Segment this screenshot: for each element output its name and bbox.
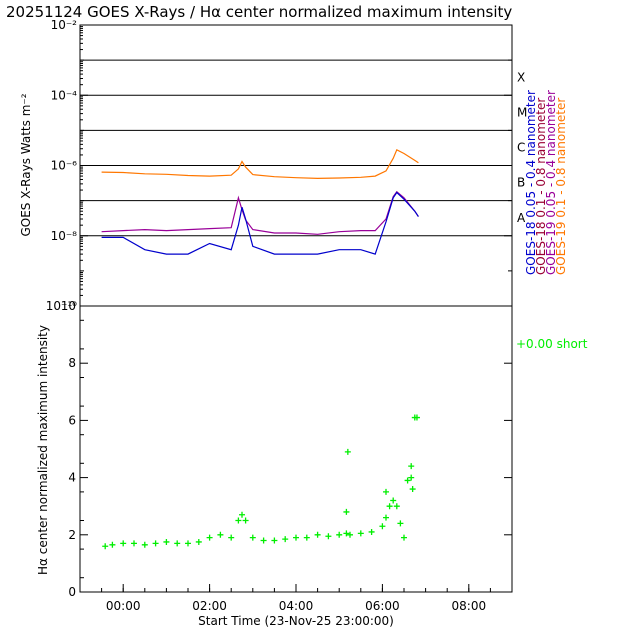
x-tick-label: 00:00	[106, 599, 141, 613]
data-point	[217, 531, 224, 538]
data-point	[293, 534, 299, 541]
flare-class-label: B	[517, 176, 525, 190]
data-point	[368, 528, 375, 535]
data-point	[344, 448, 351, 455]
xray-series-line-short_18	[101, 191, 419, 255]
xray-y-ticks: 10⁻¹⁰ 10⁻⁸ 10⁻⁶ 10⁻⁴ 10⁻²	[46, 18, 512, 313]
data-point	[397, 520, 404, 527]
flare-class-labels: A B C M X	[517, 70, 527, 225]
y-tick-label: 4	[68, 471, 76, 485]
data-point	[174, 540, 181, 547]
data-point	[242, 517, 249, 524]
legend-entry: GOES-18 0.1 - 0.8 nanometer	[534, 98, 548, 275]
halpha-y-ticks: 0 2 4 6 8 10	[61, 299, 512, 599]
data-point	[336, 531, 343, 538]
data-point	[120, 540, 127, 547]
data-point	[393, 503, 400, 510]
data-point	[383, 488, 389, 495]
data-point	[386, 503, 393, 510]
legend-entry: GOES-19 0.1 - 0.8 nanometer	[554, 98, 568, 275]
chart-title: 20251124 GOES X-Rays / Hα center normali…	[6, 3, 512, 21]
data-point	[303, 534, 310, 541]
time-x-ticks: 00:00 02:00 04:00 06:00 08:00	[79, 584, 513, 613]
y-tick-label: 6	[68, 413, 76, 427]
halpha-legend-label: +0.00 short	[516, 337, 588, 351]
data-point	[357, 530, 364, 537]
data-point	[409, 486, 416, 493]
legend-entry: GOES-18 0.05 - 0.4 nanometer	[524, 90, 538, 275]
data-point	[401, 534, 407, 541]
y-tick-label: 10	[61, 299, 76, 313]
data-point	[271, 537, 278, 544]
x-tick-label: 08:00	[452, 599, 487, 613]
x-tick-label: 02:00	[192, 599, 227, 613]
data-point	[109, 541, 116, 548]
data-point	[282, 536, 289, 543]
data-point	[228, 534, 235, 541]
data-point	[102, 543, 109, 550]
xray-y-axis-label: GOES X-Rays Watts m⁻²	[19, 93, 33, 236]
flare-class-label: A	[517, 211, 526, 225]
data-point	[314, 531, 321, 538]
data-point	[195, 538, 202, 545]
data-point	[413, 414, 420, 421]
halpha-plot-frame	[79, 305, 513, 593]
data-point	[404, 477, 411, 484]
data-point	[185, 540, 191, 547]
data-point	[343, 508, 350, 515]
legend-entry: GOES-19 0.05 - 0.4 nanometer	[544, 90, 558, 275]
halpha-points	[102, 414, 420, 550]
flare-class-label: M	[517, 105, 527, 119]
data-point	[141, 541, 148, 548]
y-tick-label: 10⁻⁴	[51, 88, 78, 102]
flare-class-label: X	[517, 70, 525, 84]
data-point	[379, 523, 386, 530]
y-tick-label: 8	[68, 356, 76, 370]
y-tick-label: 0	[68, 585, 76, 599]
xray-series-line-short_19	[101, 190, 419, 235]
y-tick-label: 10⁻⁸	[51, 229, 78, 243]
y-tick-label: 10⁻⁶	[51, 159, 78, 173]
data-point	[206, 534, 213, 541]
data-point	[343, 530, 350, 537]
data-point	[325, 533, 332, 540]
xray-series-line-long	[101, 148, 419, 180]
y-tick-label: 2	[68, 528, 76, 542]
data-point	[408, 463, 415, 470]
data-point	[163, 538, 170, 545]
x-tick-label: 06:00	[365, 599, 400, 613]
halpha-panel: 0 2 4 6 8 10 00:00 02:00 04:00 06:00 08:00 Hα cen…	[36, 299, 588, 628]
data-point	[235, 517, 242, 524]
data-point	[249, 534, 256, 541]
data-point	[131, 540, 137, 547]
y-tick-label: 10⁻²	[51, 18, 78, 32]
data-point	[152, 540, 159, 547]
data-point	[239, 511, 245, 518]
x-tick-label: 04:00	[279, 599, 314, 613]
xray-series	[101, 148, 419, 255]
x-axis-label: Start Time (23-Nov-25 23:00:00)	[198, 614, 394, 628]
data-point	[347, 531, 353, 538]
xray-panel: 10⁻¹⁰ 10⁻⁸ 10⁻⁶ 10⁻⁴ 10⁻² A B C M X GOES X-Rays …	[19, 18, 568, 313]
data-point	[260, 537, 267, 544]
flare-class-label: C	[517, 141, 525, 155]
y-tick-label: 10⁻¹⁰	[46, 299, 77, 313]
flare-class-lines	[80, 59, 512, 237]
data-point	[390, 497, 397, 504]
halpha-y-axis-label: Hα center normalized maximum intensity	[36, 325, 50, 575]
data-point	[408, 474, 415, 481]
data-point	[383, 514, 389, 521]
